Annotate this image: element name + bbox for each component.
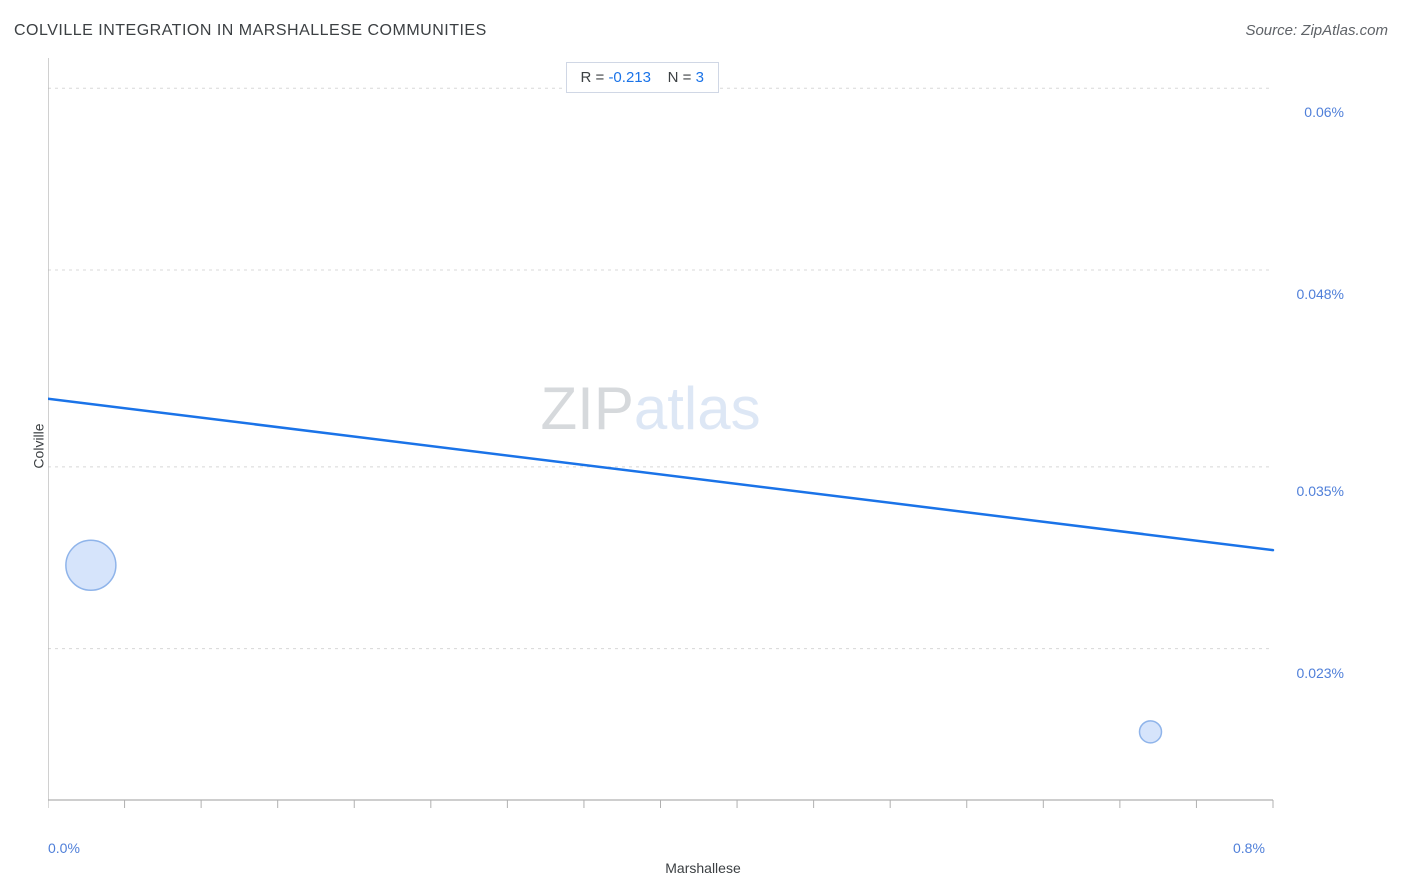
chart-title: COLVILLE INTEGRATION IN MARSHALLESE COMM… — [14, 22, 487, 40]
chart-svg — [48, 58, 1358, 830]
y-tick-label: 0.023% — [1297, 665, 1344, 681]
source-label: Source: ZipAtlas.com — [1245, 22, 1388, 39]
r-value: -0.213 — [608, 69, 651, 86]
y-tick-label: 0.035% — [1297, 483, 1344, 499]
y-tick-label: 0.06% — [1304, 104, 1344, 120]
plot-area: R = -0.213 N = 3 ZIPatlas 0.023%0.035%0.… — [48, 58, 1358, 830]
r-label: R = — [581, 69, 605, 86]
n-value: 3 — [696, 69, 704, 86]
x-tick-label-min: 0.0% — [48, 840, 80, 856]
x-axis-label: Marshallese — [665, 860, 740, 876]
y-tick-label: 0.048% — [1297, 286, 1344, 302]
stats-box: R = -0.213 N = 3 — [566, 62, 719, 93]
x-tick-label-max: 0.8% — [1233, 840, 1265, 856]
n-label: N = — [668, 69, 692, 86]
y-axis-label: Colville — [31, 423, 47, 468]
